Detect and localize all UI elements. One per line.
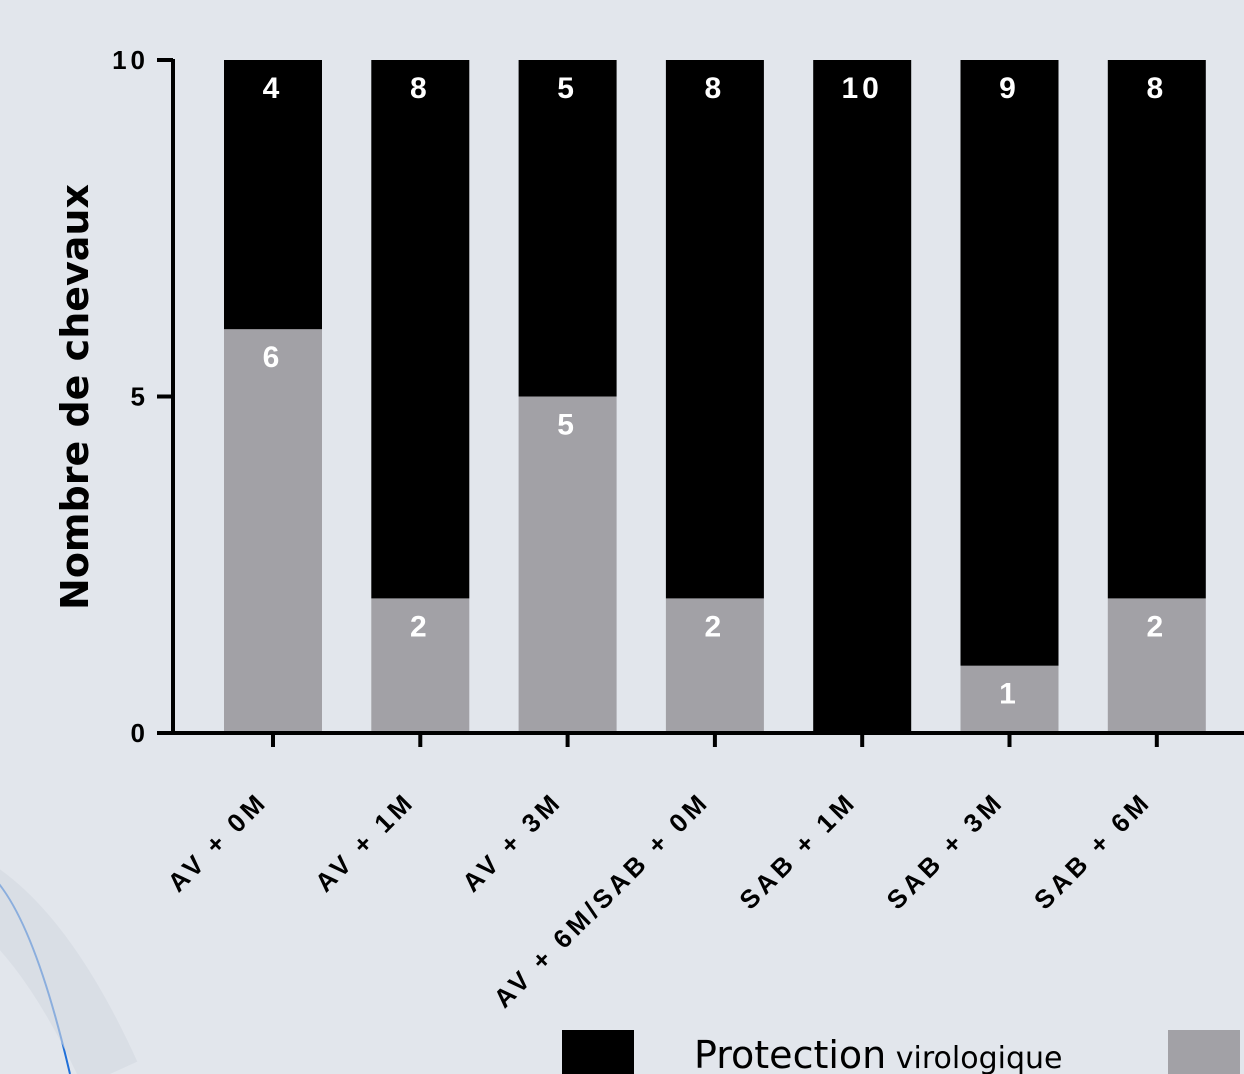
bar-value-label: 2 [1146,610,1167,643]
legend: Protection virologique [562,1030,1240,1074]
legend-label: Protection virologique [694,1033,1063,1074]
bar-value-label: 2 [705,610,726,643]
y-tick-label: 10 [112,45,149,75]
x-tick-label: AV + 0M [162,786,274,898]
axes-layer [157,58,1244,747]
x-tick-label: SAB + 6M [1028,786,1157,915]
bar-segment-protection-3 [518,60,617,397]
x-tick-label: SAB + 1M [733,786,862,915]
bar-segment-protection-5 [813,60,912,733]
bar-value-label: 1 [999,678,1020,711]
bar-value-label: 5 [557,409,578,442]
bar-segment-other-1 [224,329,322,733]
bar-segment-other-3 [518,396,617,733]
legend-swatch [562,1030,634,1074]
bar-segment-other-7 [1107,598,1206,733]
x-tick-label: SAB + 3M [881,786,1010,915]
bar-segment-protection-2 [371,60,470,599]
x-tick-label: AV + 3M [456,786,568,898]
bar-value-label: 2 [410,610,431,643]
bar-value-label: 8 [705,72,726,105]
bar-value-label: 6 [263,341,284,374]
bar-segment-protection-1 [224,60,322,330]
y-tick-label: 5 [131,382,149,412]
bar-value-label: 5 [557,72,578,105]
legend-swatch [1168,1030,1240,1074]
bar-segment-protection-6 [960,60,1059,666]
bar-segment-other-2 [371,598,470,733]
bar-segment-other-6 [960,665,1059,733]
x-tick-label: AV + 1M [309,786,421,898]
bar-value-label: 4 [263,72,284,105]
y-tick-label: 0 [131,718,149,748]
decorative-arc-shadow [0,869,138,1074]
bar-value-label: 8 [410,72,431,105]
bar-value-label: 9 [999,72,1020,105]
bar-segment-protection-7 [1107,60,1206,599]
bar-value-label: 10 [842,72,883,105]
bar-segment-other-4 [665,598,764,733]
bar-segment-protection-4 [665,60,764,599]
bar-value-label: 8 [1146,72,1167,105]
bars-layer [224,60,1206,733]
y-axis-title: Nombre de chevaux [53,184,97,610]
